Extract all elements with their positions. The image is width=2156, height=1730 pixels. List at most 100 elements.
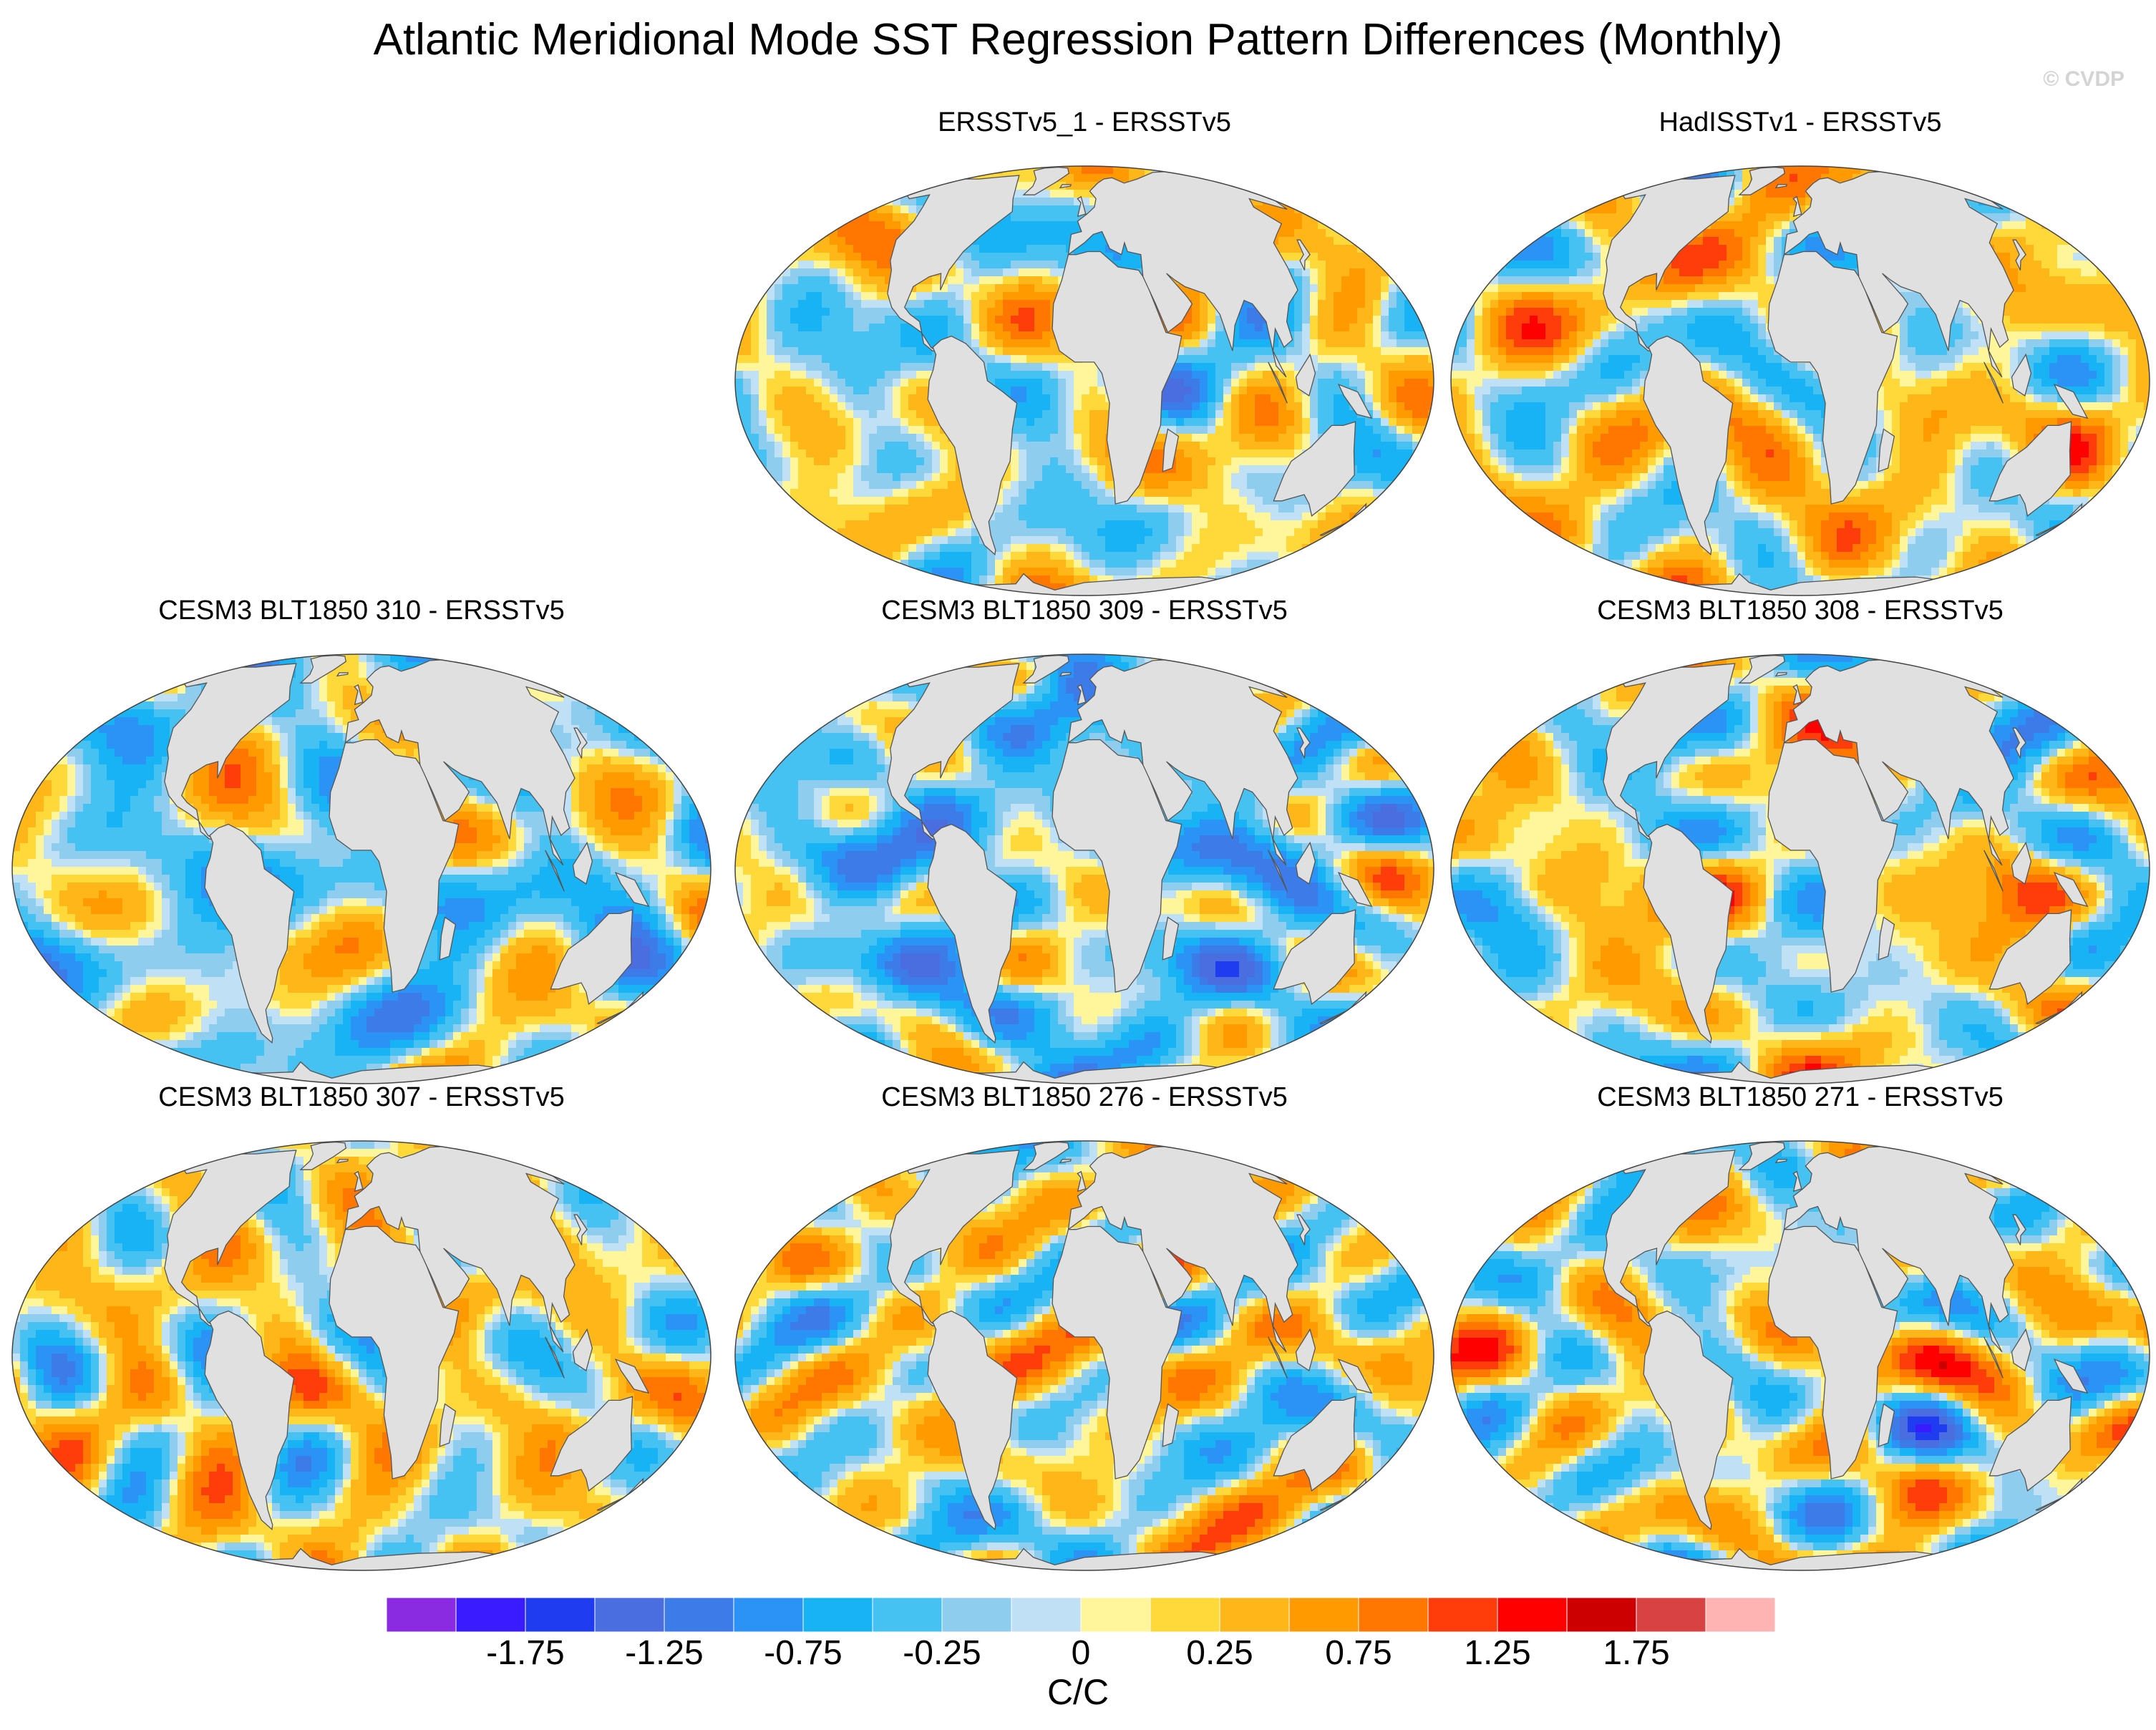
land-mass <box>164 663 297 840</box>
panel-title: CESM3 BLT1850 276 - ERSSTv5 <box>730 1079 1439 1115</box>
land-mass <box>2053 1358 2089 1394</box>
land-mass <box>927 335 1018 555</box>
land-mass <box>336 672 349 677</box>
map-panel: CESM3 BLT1850 310 - ERSSTv5 <box>7 593 716 1094</box>
land-mass <box>1268 361 1288 404</box>
colorbar-tick-label: -0.75 <box>764 1633 842 1673</box>
land-mass <box>344 659 576 866</box>
land-mass <box>1767 251 1898 505</box>
land-mass <box>1774 1159 1787 1164</box>
colorbar-swatch <box>733 1597 804 1633</box>
land-mass <box>344 1146 576 1353</box>
land-mass <box>1989 421 2072 517</box>
map-canvas <box>1450 1140 2150 1571</box>
land-mass <box>1767 1225 1898 1479</box>
land-mass <box>1878 916 1895 961</box>
map-panel: CESM3 BLT1850 271 - ERSSTv5 <box>1446 1079 2155 1580</box>
map-panel: ERSSTv5_1 - ERSSTv5 <box>730 105 1439 606</box>
colorbar-swatch <box>664 1597 734 1633</box>
map-border <box>734 1140 1434 1571</box>
land-mass <box>2011 1328 2032 1371</box>
land-mass <box>1983 850 2004 892</box>
colorbar-tick-label: 1.25 <box>1464 1633 1530 1673</box>
map-canvas <box>734 653 1434 1084</box>
land-mass <box>2012 1214 2026 1245</box>
land-mass <box>2012 239 2026 271</box>
land-mass <box>887 175 1020 351</box>
land-mass <box>1077 1170 1087 1192</box>
colorbar-swatch <box>1497 1597 1568 1633</box>
land-mass <box>1296 239 1311 271</box>
map-border <box>11 653 712 1084</box>
map-border <box>1450 653 2150 1084</box>
colorbar-swatches <box>386 1597 1776 1633</box>
map-border <box>1450 165 2150 596</box>
land-mass <box>204 1310 295 1530</box>
land-mass <box>927 823 1018 1044</box>
map-panel: CESM3 BLT1850 309 - ERSSTv5 <box>730 593 1439 1094</box>
land-mass <box>1337 871 1373 908</box>
land-mass <box>1792 195 1802 218</box>
sst-field <box>1451 654 2150 1084</box>
land-mass <box>887 1150 1020 1326</box>
panel-title: HadISSTv1 - ERSSTv5 <box>1446 105 2155 140</box>
map-canvas <box>734 165 1434 596</box>
panel-title: CESM3 BLT1850 271 - ERSSTv5 <box>1446 1079 2155 1115</box>
land-mass <box>572 841 593 885</box>
land-mass <box>1067 659 1298 866</box>
land-mass <box>1738 654 1786 684</box>
colorbar-swatch <box>386 1597 457 1633</box>
map-canvas <box>11 653 712 1084</box>
colorbar-swatch <box>1566 1597 1637 1633</box>
land-mass <box>1989 909 2072 1005</box>
land-mass <box>2011 841 2032 885</box>
watermark: © CVDP <box>2043 67 2125 92</box>
land-mass <box>887 663 1020 840</box>
land-mass <box>1296 1214 1311 1245</box>
colorbar-tick-label: -1.25 <box>625 1633 703 1673</box>
land-mass <box>1774 184 1787 189</box>
colorbar-swatch <box>455 1597 526 1633</box>
colorbar-swatch <box>802 1597 873 1633</box>
colorbar-swatch <box>1705 1597 1776 1633</box>
land-mass <box>2053 871 2089 908</box>
map-panel: CESM3 BLT1850 307 - ERSSTv5 <box>7 1079 716 1580</box>
land-mass <box>1052 1225 1183 1479</box>
land-mass <box>550 1396 633 1492</box>
land-mass <box>1783 659 2014 866</box>
land-mass <box>1052 251 1183 505</box>
colorbar-tick-label: 0.75 <box>1325 1633 1392 1673</box>
land-mass <box>329 739 460 993</box>
panel-title: CESM3 BLT1850 309 - ERSSTv5 <box>730 593 1439 628</box>
map-border <box>734 653 1434 1084</box>
panel-title: CESM3 BLT1850 307 - ERSSTv5 <box>7 1079 716 1115</box>
land-mass <box>1059 184 1072 189</box>
colorbar-swatch <box>1636 1597 1706 1633</box>
colorbar-tick-label: 0 <box>1072 1633 1091 1673</box>
land-mass <box>1603 175 1736 351</box>
land-mass <box>1059 1159 1072 1164</box>
land-mass <box>545 1336 565 1379</box>
land-mass <box>1022 1141 1070 1170</box>
colorbar-swatch <box>1427 1597 1498 1633</box>
land-mass <box>2053 383 2089 419</box>
land-mass <box>1022 166 1070 195</box>
land-mass <box>439 916 457 961</box>
map-canvas <box>1450 653 2150 1084</box>
land-mass <box>1162 1403 1180 1447</box>
land-mass <box>204 823 295 1044</box>
land-mass <box>1643 1310 1734 1530</box>
map-panel: HadISSTv1 - ERSSTv5 <box>1446 105 2155 606</box>
map-panel: CESM3 BLT1850 276 - ERSSTv5 <box>730 1079 1439 1580</box>
land-mass <box>299 654 347 684</box>
map-border <box>1450 1140 2150 1571</box>
land-mass <box>1273 909 1356 1005</box>
colorbar-swatch <box>1011 1597 1082 1633</box>
land-mass <box>439 1403 457 1447</box>
land-mass <box>1295 1328 1316 1371</box>
land-mass <box>1295 353 1316 397</box>
land-mass <box>927 1310 1018 1530</box>
land-mass <box>550 909 633 1005</box>
land-mass <box>1738 166 1786 195</box>
land-mass <box>2011 353 2032 397</box>
